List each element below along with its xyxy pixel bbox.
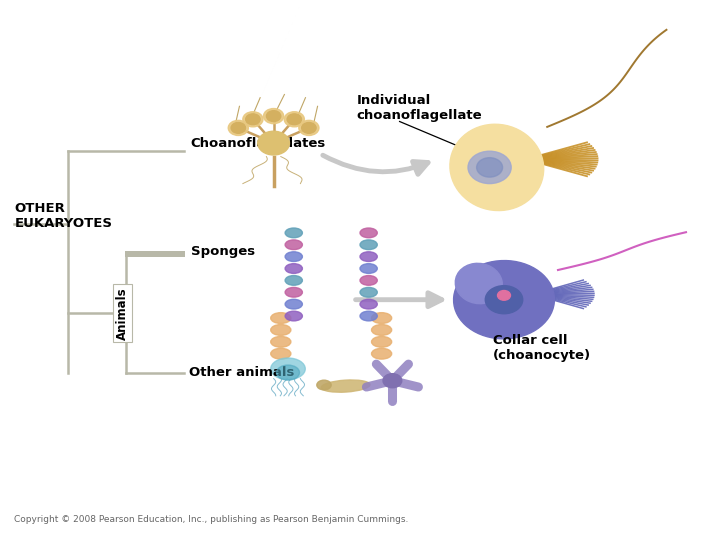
Circle shape — [485, 286, 523, 314]
Text: Other animals: Other animals — [189, 366, 294, 379]
Text: Copyright © 2008 Pearson Education, Inc., publishing as Pearson Benjamin Cumming: Copyright © 2008 Pearson Education, Inc.… — [14, 515, 409, 524]
Ellipse shape — [264, 109, 284, 124]
Ellipse shape — [285, 264, 302, 273]
Text: Choanoflagellates: Choanoflagellates — [191, 137, 326, 150]
Ellipse shape — [450, 124, 544, 211]
Ellipse shape — [276, 365, 300, 380]
Text: Sponges: Sponges — [191, 245, 255, 258]
Ellipse shape — [285, 287, 302, 297]
Ellipse shape — [285, 240, 302, 249]
Circle shape — [287, 114, 302, 125]
Ellipse shape — [372, 325, 392, 335]
Ellipse shape — [271, 313, 291, 323]
Ellipse shape — [285, 299, 302, 309]
Ellipse shape — [271, 336, 291, 347]
Ellipse shape — [285, 275, 302, 285]
Ellipse shape — [360, 275, 377, 285]
Circle shape — [266, 111, 281, 122]
Text: Collar cell
(choanocyte): Collar cell (choanocyte) — [493, 334, 591, 362]
Ellipse shape — [284, 112, 305, 127]
Ellipse shape — [360, 240, 377, 249]
Circle shape — [258, 131, 289, 155]
Ellipse shape — [360, 287, 377, 297]
Ellipse shape — [285, 252, 302, 261]
Ellipse shape — [455, 264, 503, 303]
Ellipse shape — [360, 264, 377, 273]
Ellipse shape — [372, 313, 392, 323]
Circle shape — [383, 374, 402, 388]
Text: OTHER
EUKARYOTES: OTHER EUKARYOTES — [14, 202, 112, 230]
Ellipse shape — [360, 311, 377, 321]
Ellipse shape — [360, 299, 377, 309]
Ellipse shape — [321, 380, 370, 392]
Ellipse shape — [285, 311, 302, 321]
Circle shape — [246, 114, 260, 125]
Circle shape — [231, 123, 246, 133]
Circle shape — [498, 291, 510, 300]
Circle shape — [468, 151, 511, 184]
Ellipse shape — [271, 325, 291, 335]
Ellipse shape — [228, 120, 248, 136]
Ellipse shape — [243, 112, 263, 127]
Text: Individual
choanoflagellate: Individual choanoflagellate — [356, 94, 482, 122]
Circle shape — [477, 158, 503, 177]
Ellipse shape — [372, 348, 392, 359]
Circle shape — [302, 123, 316, 133]
Ellipse shape — [271, 358, 305, 380]
Ellipse shape — [454, 261, 554, 339]
Ellipse shape — [317, 380, 331, 390]
Ellipse shape — [360, 252, 377, 261]
Ellipse shape — [271, 348, 291, 359]
Ellipse shape — [299, 120, 319, 136]
Ellipse shape — [360, 228, 377, 238]
Ellipse shape — [285, 228, 302, 238]
Ellipse shape — [372, 336, 392, 347]
Text: Animals: Animals — [116, 287, 129, 340]
